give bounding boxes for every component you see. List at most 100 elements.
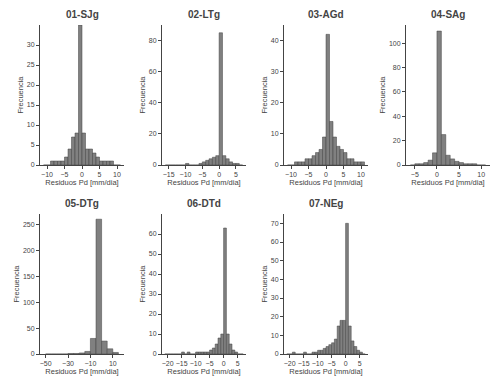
svg-text:5: 5 [358,360,362,367]
svg-text:0: 0 [31,161,35,168]
svg-text:10: 10 [149,330,157,337]
svg-text:20: 20 [271,313,279,320]
svg-text:−10: −10 [84,360,96,367]
svg-text:−5: −5 [61,171,69,178]
svg-text:−50: −50 [40,360,52,367]
svg-text:−5: −5 [328,360,336,367]
svg-text:150: 150 [23,273,35,280]
svg-text:−5: −5 [206,360,214,367]
svg-text:Residuos Pd [mm/dia]: Residuos Pd [mm/dia] [45,178,118,187]
svg-text:−30: −30 [62,360,74,367]
svg-text:Residuos Pd [mm/dia]: Residuos Pd [mm/dia] [167,178,240,187]
svg-text:0: 0 [435,171,439,178]
svg-text:40: 40 [271,37,279,44]
svg-text:−15: −15 [163,171,175,178]
svg-text:250: 250 [23,221,35,228]
svg-text:10: 10 [109,360,117,367]
svg-text:100: 100 [389,40,401,47]
svg-text:20: 20 [27,81,35,88]
svg-text:−15: −15 [298,360,310,367]
svg-text:60: 60 [271,238,279,245]
svg-text:200: 200 [23,247,35,254]
svg-text:20: 20 [149,310,157,317]
svg-text:−10: −10 [312,360,324,367]
svg-text:60: 60 [149,230,157,237]
svg-text:Frecuencia: Frecuencia [138,265,147,303]
svg-text:40: 40 [393,113,401,120]
svg-text:20: 20 [149,130,157,137]
svg-text:−5: −5 [305,171,313,178]
svg-text:10: 10 [271,130,279,137]
svg-text:10: 10 [27,121,35,128]
svg-text:30: 30 [271,294,279,301]
svg-text:−10: −10 [41,171,53,178]
svg-text:Frecuencia: Frecuencia [260,265,269,303]
svg-text:Residuos Pd [mm/dia]: Residuos Pd [mm/dia] [411,178,484,187]
svg-text:−5: −5 [198,171,206,178]
svg-text:Frecuencia: Frecuencia [16,76,25,114]
svg-text:15: 15 [27,101,35,108]
svg-text:50: 50 [271,257,279,264]
svg-text:0: 0 [153,161,157,168]
svg-text:80: 80 [393,64,401,71]
svg-text:5: 5 [457,171,461,178]
svg-text:−10: −10 [180,171,192,178]
svg-text:Frecuencia: Frecuencia [12,265,21,303]
svg-text:0: 0 [275,161,279,168]
svg-text:30: 30 [149,290,157,297]
svg-text:60: 60 [149,68,157,75]
svg-text:10: 10 [477,171,485,178]
svg-text:10: 10 [357,171,365,178]
svg-text:Residuos Pd [mm/dia]: Residuos Pd [mm/dia] [289,367,362,376]
svg-text:50: 50 [27,325,35,332]
svg-text:10: 10 [271,332,279,339]
svg-text:06-DTd: 06-DTd [187,198,221,209]
svg-text:0: 0 [275,350,279,357]
svg-text:0: 0 [80,171,84,178]
svg-text:30: 30 [27,41,35,48]
svg-text:5: 5 [342,171,346,178]
svg-text:−5: −5 [411,171,419,178]
svg-text:0: 0 [153,350,157,357]
svg-text:Frecuencia: Frecuencia [378,76,387,114]
svg-text:0: 0 [31,350,35,357]
svg-text:100: 100 [23,299,35,306]
svg-text:0: 0 [344,360,348,367]
svg-text:80: 80 [149,37,157,44]
svg-text:02-LTg: 02-LTg [188,9,220,20]
svg-text:0: 0 [222,360,226,367]
svg-text:30: 30 [271,68,279,75]
svg-text:20: 20 [393,137,401,144]
svg-text:05-DTg: 05-DTg [65,198,99,209]
svg-text:0: 0 [397,161,401,168]
svg-text:50: 50 [149,250,157,257]
svg-text:−10: −10 [190,360,202,367]
svg-text:Frecuencia: Frecuencia [260,76,269,114]
svg-text:0: 0 [324,171,328,178]
svg-text:25: 25 [27,61,35,68]
svg-text:Residuos Pd [mm/dia]: Residuos Pd [mm/dia] [289,178,362,187]
svg-text:40: 40 [149,99,157,106]
svg-text:Residuos Pd [mm/dia]: Residuos Pd [mm/dia] [45,367,118,376]
svg-text:5: 5 [31,141,35,148]
svg-text:40: 40 [149,270,157,277]
svg-text:07-NEg: 07-NEg [309,198,343,209]
svg-text:−10: −10 [285,171,297,178]
svg-text:04-SAg: 04-SAg [431,9,465,20]
svg-text:10: 10 [113,171,121,178]
svg-text:20: 20 [271,99,279,106]
svg-text:0: 0 [217,171,221,178]
svg-text:Residuos Pd [mm/dia]: Residuos Pd [mm/dia] [167,367,240,376]
svg-text:−15: −15 [176,360,188,367]
svg-text:−20: −20 [284,360,296,367]
svg-text:Frecuencia: Frecuencia [138,76,147,114]
svg-text:03-AGd: 03-AGd [308,9,344,20]
svg-text:40: 40 [271,276,279,283]
svg-text:01-SJg: 01-SJg [66,9,99,20]
svg-text:60: 60 [393,88,401,95]
svg-text:5: 5 [98,171,102,178]
svg-text:5: 5 [234,171,238,178]
svg-text:5: 5 [236,360,240,367]
svg-text:−20: −20 [162,360,174,367]
svg-text:70: 70 [271,220,279,227]
